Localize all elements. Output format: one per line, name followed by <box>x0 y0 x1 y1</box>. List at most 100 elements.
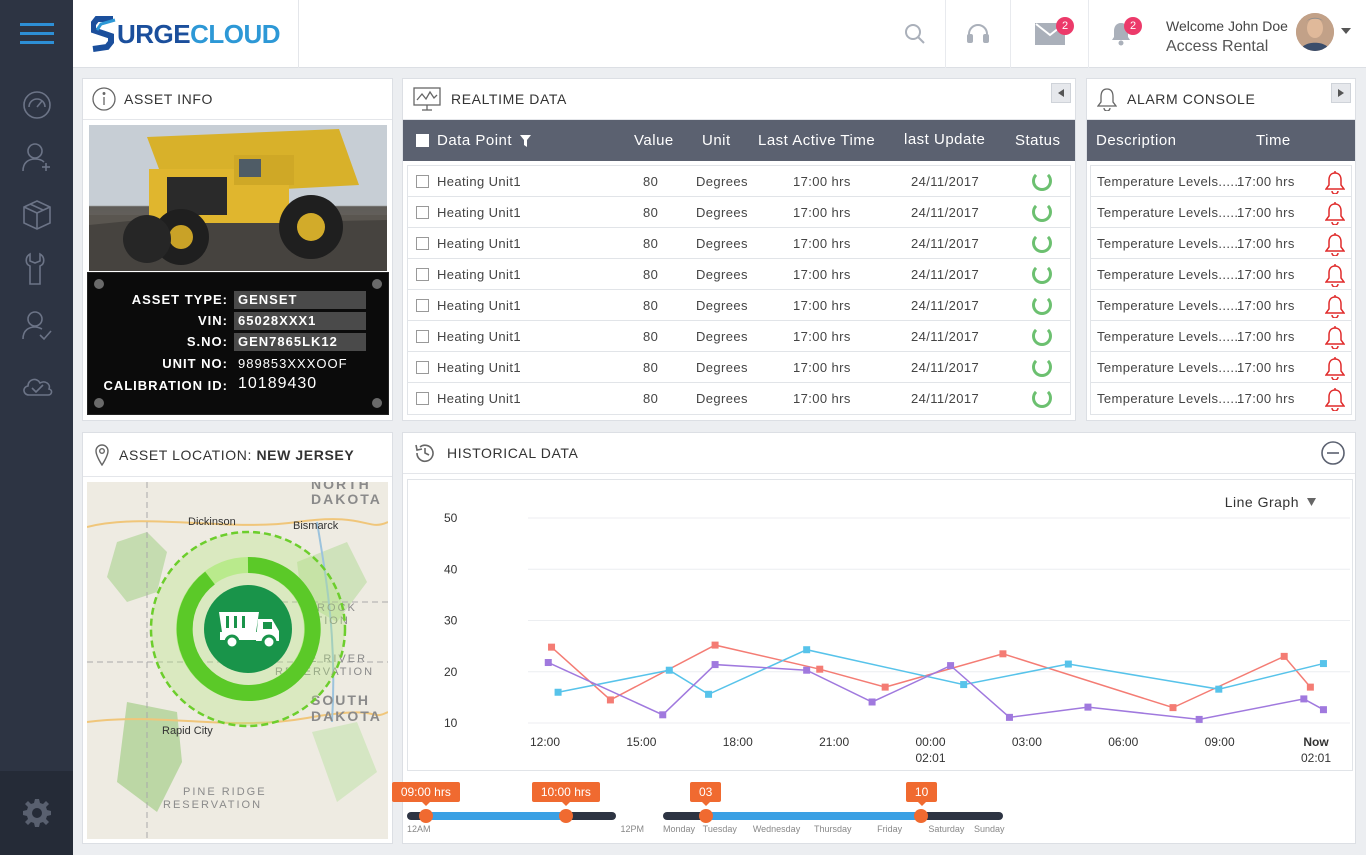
line-chart-svg: 10 20 30 40 50 12:00 15:00 18:00 21:00 00:00 02:01… <box>444 511 1350 765</box>
account-dropdown-caret[interactable] <box>1341 28 1351 34</box>
alarm-row[interactable]: Temperature Levels..... 17:00 hrs <box>1091 259 1351 290</box>
cloud-check-icon[interactable] <box>18 366 56 404</box>
user-check-icon[interactable] <box>18 306 56 344</box>
dashboard-icon[interactable] <box>18 86 56 124</box>
day-range-start-handle[interactable] <box>698 809 713 823</box>
row-checkbox[interactable] <box>416 206 429 219</box>
mail-button[interactable]: 2 <box>1010 0 1088 68</box>
row-checkbox[interactable] <box>416 268 429 281</box>
realtime-collapse-button[interactable] <box>1051 83 1071 103</box>
table-row[interactable]: Heating Unit1 80 Degrees 17:00 hrs 24/11/201… <box>408 321 1070 352</box>
y-tick-label: 50 <box>444 511 458 525</box>
filter-icon[interactable] <box>520 135 531 147</box>
time-range-slider[interactable]: 09:00 hrs 10:00 hrs 12AM 12PM <box>391 782 644 834</box>
data-point-marker <box>868 698 876 706</box>
location-pin-icon <box>95 443 109 466</box>
alarm-bell-icon[interactable] <box>1325 232 1345 256</box>
alarm-row[interactable]: Temperature Levels..... 17:00 hrs <box>1091 321 1351 352</box>
x-tick-label: 06:00 <box>1108 735 1138 749</box>
asset-marker[interactable] <box>148 529 348 729</box>
data-point-marker <box>960 681 968 689</box>
vin-value: 65028XXX1 <box>234 312 366 330</box>
alarm-console-title: ALARM CONSOLE <box>1127 91 1256 107</box>
mail-count-badge: 2 <box>1056 17 1074 35</box>
alarm-bell-icon[interactable] <box>1325 294 1345 318</box>
alarm-row[interactable]: Temperature Levels..... 17:00 hrs <box>1091 197 1351 228</box>
asset-photo <box>89 125 387 271</box>
avatar[interactable] <box>1296 13 1334 51</box>
y-tick-label: 40 <box>444 562 458 576</box>
data-point-marker <box>705 690 713 698</box>
last-update-cell: 24/11/2017 <box>911 236 980 251</box>
add-user-icon[interactable] <box>18 138 56 176</box>
select-all-checkbox[interactable] <box>416 134 429 147</box>
calibration-label: CALIBRATION ID: <box>103 378 228 393</box>
alarm-row[interactable]: Temperature Levels..... 17:00 hrs <box>1091 166 1351 197</box>
menu-icon[interactable] <box>0 0 73 68</box>
col-last-update: last Update <box>904 131 986 148</box>
status-icon <box>1032 326 1052 346</box>
alarm-bell-icon[interactable] <box>1325 201 1345 225</box>
table-row[interactable]: Heating Unit1 80 Degrees 17:00 hrs 24/11/201… <box>408 197 1070 228</box>
day-range-slider[interactable]: 03 10 Monday Tuesday Wednesday Thursday Frid… <box>663 782 1005 834</box>
last-active-cell: 17:00 hrs <box>793 360 851 375</box>
table-row[interactable]: Heating Unit1 80 Degrees 17:00 hrs 24/11/201… <box>408 290 1070 321</box>
last-update-cell: 24/11/2017 <box>911 329 980 344</box>
row-checkbox[interactable] <box>416 175 429 188</box>
time-range-max-label: 12PM <box>620 824 644 834</box>
alarm-collapse-button[interactable] <box>1331 83 1351 103</box>
data-point-marker <box>803 646 811 654</box>
alarm-bell-icon[interactable] <box>1325 387 1345 411</box>
row-checkbox[interactable] <box>416 361 429 374</box>
headset-icon <box>967 24 989 43</box>
location-map[interactable]: NORTH DAKOTA Dickinson Bismarck ROCK ATI… <box>87 482 388 839</box>
x-tick-label: 00:00 <box>915 735 945 749</box>
search-button[interactable] <box>885 0 945 68</box>
status-icon <box>1032 264 1052 284</box>
alarm-row[interactable]: Temperature Levels..... 17:00 hrs <box>1091 352 1351 383</box>
alarm-row[interactable]: Temperature Levels..... 17:00 hrs <box>1091 228 1351 259</box>
account-name[interactable]: Access Rental <box>1166 38 1269 55</box>
graph-type-dropdown[interactable]: Line Graph <box>1225 494 1316 510</box>
logo[interactable]: URGECLOUD <box>91 14 281 54</box>
row-checkbox[interactable] <box>416 330 429 343</box>
x-tick-label: 18:00 <box>723 735 753 749</box>
row-checkbox[interactable] <box>416 237 429 250</box>
table-row[interactable]: Heating Unit1 80 Degrees 17:00 hrs 24/11/201… <box>408 166 1070 197</box>
table-row[interactable]: Heating Unit1 80 Degrees 17:00 hrs 24/11/201… <box>408 259 1070 290</box>
alarm-description: Temperature Levels..... <box>1097 360 1239 375</box>
last-active-cell: 17:00 hrs <box>793 236 851 251</box>
data-point-cell: Heating Unit1 <box>437 391 521 406</box>
row-checkbox[interactable] <box>416 299 429 312</box>
collapse-minus-icon[interactable] <box>1321 441 1345 465</box>
support-button[interactable] <box>945 0 1010 68</box>
alarm-bell-icon[interactable] <box>1325 170 1345 194</box>
alarm-row[interactable]: Temperature Levels..... 17:00 hrs <box>1091 383 1351 414</box>
table-row[interactable]: Heating Unit1 80 Degrees 17:00 hrs 24/11/201… <box>408 228 1070 259</box>
x-tick-label: Now <box>1303 735 1329 749</box>
alarm-time: 17:00 hrs <box>1237 236 1295 251</box>
alarm-bell-icon[interactable] <box>1325 325 1345 349</box>
time-range-start-handle[interactable] <box>418 809 433 823</box>
notification-count-badge: 2 <box>1124 17 1142 35</box>
notifications-button[interactable]: 2 <box>1088 0 1153 68</box>
data-point-marker <box>1300 695 1308 703</box>
y-tick-label: 10 <box>444 716 458 730</box>
day-tick-label: Sunday <box>974 824 1005 834</box>
map-label-pine-ridge-res: RESERVATION <box>163 799 263 811</box>
last-active-cell: 17:00 hrs <box>793 329 851 344</box>
alarm-row[interactable]: Temperature Levels..... 17:00 hrs <box>1091 290 1351 321</box>
table-row[interactable]: Heating Unit1 80 Degrees 17:00 hrs 24/11/201… <box>408 383 1070 414</box>
wrench-icon[interactable] <box>18 250 56 288</box>
box-icon[interactable] <box>18 196 56 234</box>
day-range-end-handle[interactable] <box>914 809 929 823</box>
historical-data-panel: HISTORICAL DATA Line Graph 10 20 30 40 50 12:… <box>391 432 1356 844</box>
settings-button[interactable] <box>0 771 73 855</box>
col-status: Status <box>1015 132 1061 149</box>
alarm-bell-icon[interactable] <box>1325 356 1345 380</box>
alarm-bell-icon[interactable] <box>1325 263 1345 287</box>
time-range-end-handle[interactable] <box>558 809 573 823</box>
row-checkbox[interactable] <box>416 392 429 405</box>
col-time: Time <box>1256 132 1291 149</box>
table-row[interactable]: Heating Unit1 80 Degrees 17:00 hrs 24/11/201… <box>408 352 1070 383</box>
